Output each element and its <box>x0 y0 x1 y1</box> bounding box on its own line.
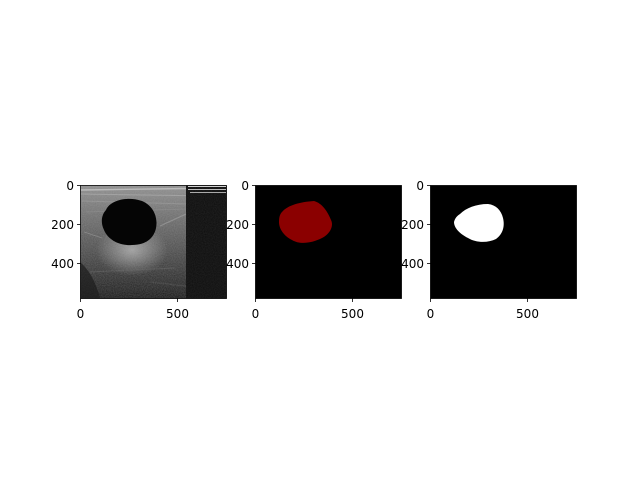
x-tick-label: 0 <box>77 307 85 321</box>
binary-mask-panel: 0 200 400 0 500 <box>401 179 577 321</box>
white-lesion-mask <box>454 204 504 242</box>
y-tick-label: 400 <box>401 257 424 271</box>
y-tick-label: 0 <box>66 179 74 193</box>
y-tick-label: 200 <box>226 218 249 232</box>
y-tick-label: 400 <box>226 257 249 271</box>
x-tick-label: 500 <box>166 307 189 321</box>
y-tick-label: 200 <box>401 218 424 232</box>
x-tick-label: 0 <box>252 307 260 321</box>
x-tick-label: 0 <box>427 307 435 321</box>
y-tick-label: 400 <box>51 257 74 271</box>
binary-axis-ticks <box>427 185 528 302</box>
y-tick-label: 200 <box>51 218 74 232</box>
ultrasound-axis-ticks <box>77 185 178 302</box>
overlay-axis-ticks <box>252 185 353 302</box>
y-tick-label: 0 <box>416 179 424 193</box>
overlay-mask-panel: 0 200 400 0 500 <box>226 179 402 321</box>
ultrasound-image <box>80 185 227 299</box>
red-lesion-mask <box>279 201 332 243</box>
overlay-mask-background <box>255 185 402 299</box>
binary-mask-background <box>430 185 577 299</box>
ultrasound-image-panel: 0 500 0 200 400 <box>51 179 227 321</box>
x-tick-label: 500 <box>341 307 364 321</box>
y-tick-label: 0 <box>241 179 249 193</box>
x-tick-label: 500 <box>516 307 539 321</box>
